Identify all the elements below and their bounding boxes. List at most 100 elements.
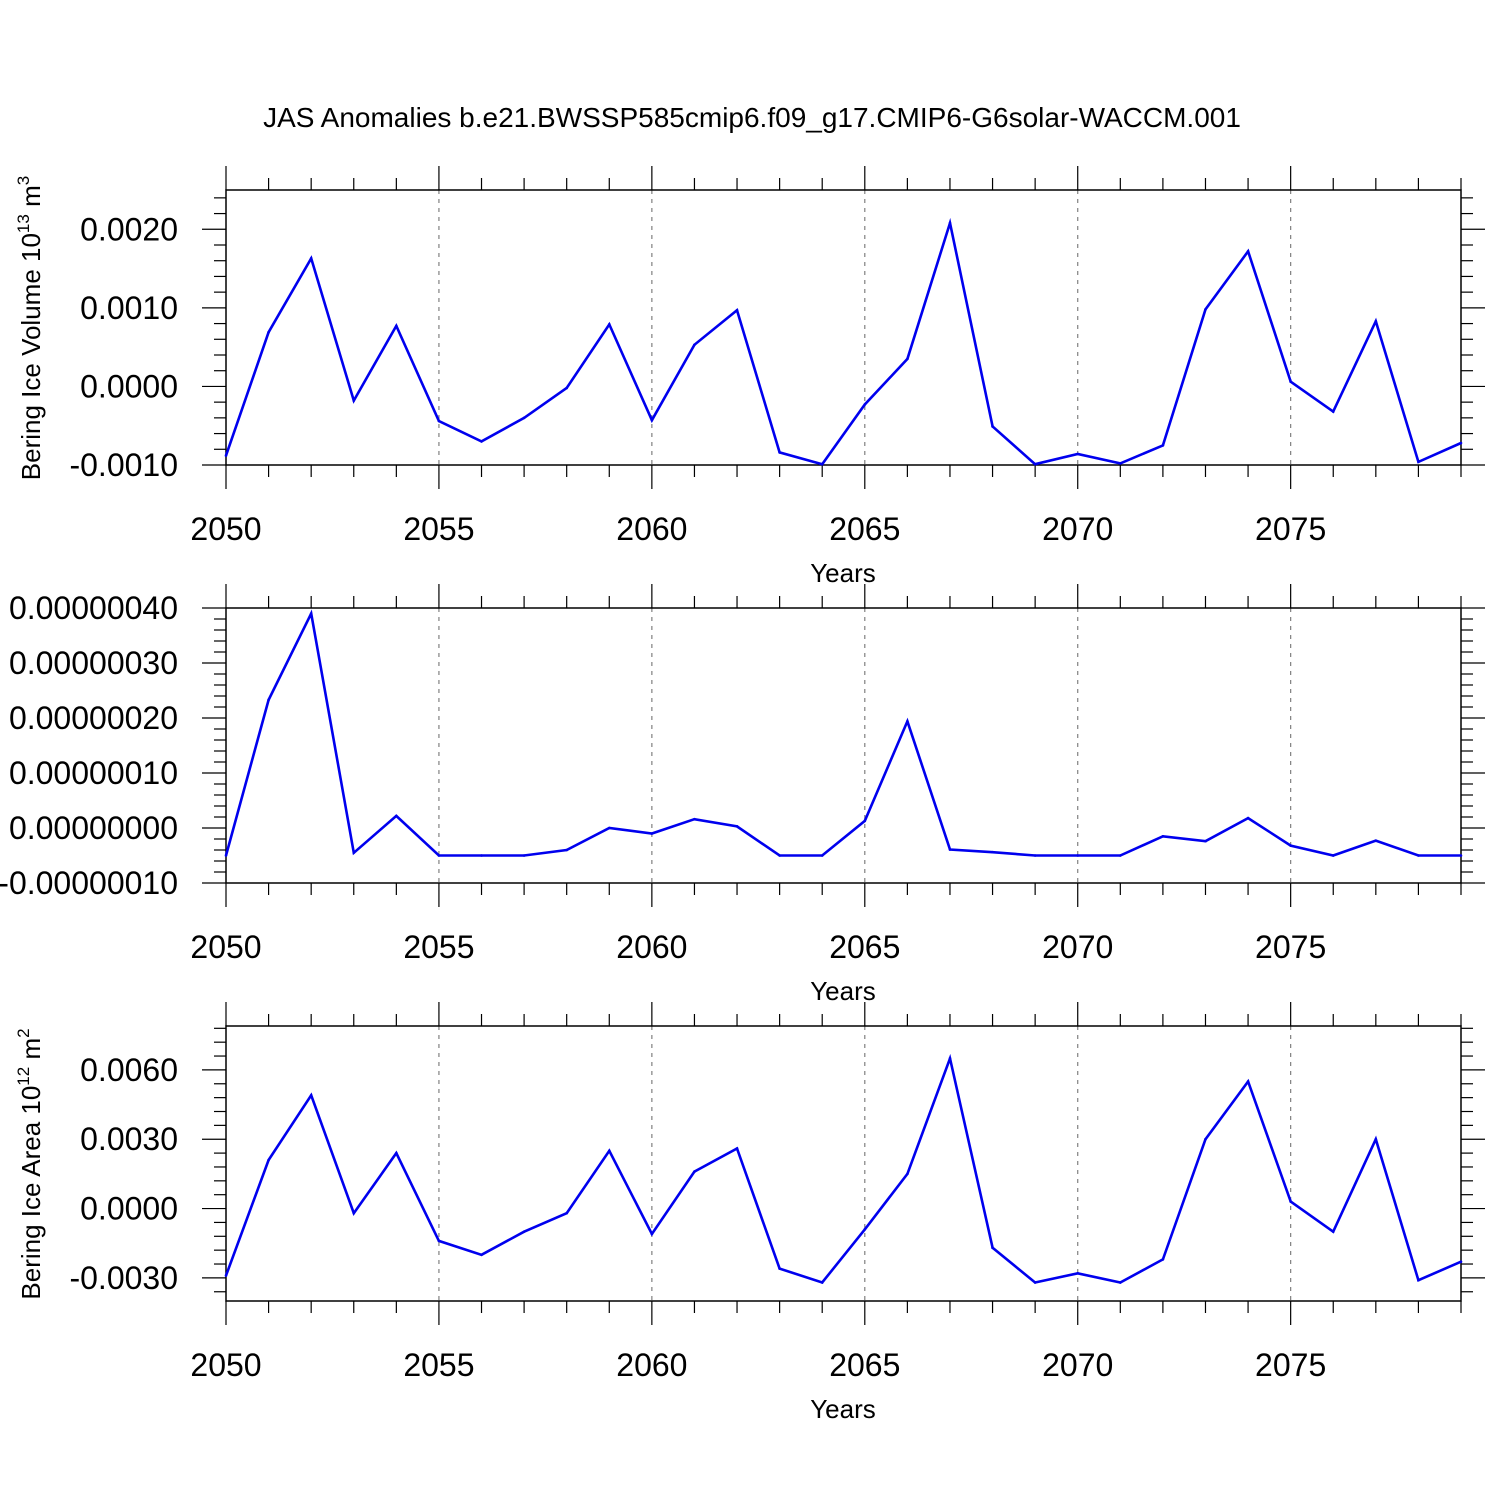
panel-3-data-point-2050: [224, 1274, 228, 1277]
panel-3-data-point-2068: [991, 1246, 994, 1250]
panel-1-frame: [225, 189, 1462, 466]
panel-3-data-point-2065: [863, 1228, 867, 1231]
panel-3-data-point-2073: [1204, 1137, 1207, 1141]
panel-1-data-point-2061: [693, 343, 696, 347]
panel-3-data-point-2060: [650, 1232, 654, 1236]
panel-2-data-point-2060: [650, 832, 654, 835]
panel-ice-volume-ylabel-text: Bering Ice Volume 10: [16, 233, 46, 480]
panel-2-data-point-2079: [1459, 854, 1463, 857]
panel-ice-area-ylabel-exponent: 12: [14, 1067, 33, 1086]
panel-ice-volume-ylabel-unit: m: [16, 185, 46, 207]
panel-ice-area-ylabel-unit: m: [16, 1038, 46, 1060]
panel-3-data-point-2077: [1374, 1137, 1378, 1141]
panel-3-data-point-2074: [1246, 1080, 1250, 1083]
panel-middle-axes: 2050 2055 2060 2065 2070 2075 -0.00000010 0.000…: [0, 584, 1485, 965]
panel-ice-volume-ylabel-space: [16, 207, 46, 214]
panel-1-data-point-2069: [1033, 462, 1037, 466]
panel-ice-volume-axes: 2050 2055 2060 2065 2070 2075 -0.0010 0.0000 0.0…: [69, 166, 1485, 547]
panel-1-data-point-2059: [607, 323, 611, 326]
panel-2-data-point-2051: [267, 698, 270, 702]
panel-2-ytick-label-0: -0.00000010: [0, 865, 178, 901]
panel-2-data-point-2064: [820, 854, 824, 857]
panel-3-data-point-2051: [267, 1158, 270, 1162]
panel-1-data-point-2056: [480, 440, 483, 443]
panel-1-data-point-2075: [1289, 380, 1292, 384]
panel-2-series-line-0: [224, 609, 1461, 857]
panel-1-data-point-2077: [1374, 319, 1378, 323]
panel-1-data-point-2062: [735, 308, 739, 312]
panel-2-data-point-2076: [1331, 854, 1335, 857]
panel-1-data-point-2068: [991, 425, 994, 428]
panel-2-data-point-2073: [1204, 839, 1207, 843]
panel-3-data-point-2076: [1331, 1230, 1335, 1233]
panel-3-data-point-2071: [1119, 1281, 1122, 1284]
panel-1-ytick-label-1: 0.0000: [80, 368, 178, 404]
panel-2-frame: [225, 607, 1462, 884]
panel-1-data-point-2074: [1246, 249, 1250, 253]
panel-3-series-line-0: [224, 1053, 1462, 1285]
panel-3-xtick-label-2055: 2055: [403, 1347, 474, 1383]
panel-middle: 2050 2055 2060 2065 2070 2075 -0.00000010 0.000…: [0, 584, 1485, 1006]
panel-1-ytick-label-0: -0.0010: [69, 447, 178, 483]
panel-ice-area-ylabel-unit-exponent: 2: [14, 1028, 33, 1037]
panel-1-xtick-label-2060: 2060: [616, 511, 687, 547]
panel-2-xtick-label-2050: 2050: [190, 929, 261, 965]
panel-ice-volume-ylabel: Bering Ice Volume 1013 m3: [14, 176, 46, 480]
panel-1-xtick-label-2050: 2050: [190, 511, 261, 547]
panel-3-data-point-2053: [352, 1211, 356, 1215]
panel-2-data-point-2050: [224, 854, 228, 857]
panel-2-data-point-2074: [1246, 816, 1250, 820]
panel-1-data-point-2064: [820, 462, 824, 466]
panel-2-xtick-label-2070: 2070: [1042, 929, 1113, 965]
panel-ice-area-ylabel-text: Bering Ice Area 10: [16, 1086, 46, 1300]
panel-2-data-point-2067: [948, 848, 952, 851]
panel-1-xtick-label-2075: 2075: [1255, 511, 1326, 547]
panel-2-data-point-2054: [395, 814, 398, 818]
panel-2-ytick-label-5: 0.00000040: [9, 590, 178, 626]
panel-ice-volume-ylabel-exponent: 13: [14, 214, 33, 233]
panel-ice-area: 2050 2055 2060 2065 2070 2075 -0.0030 0.0000 0.0…: [14, 1002, 1485, 1424]
panel-3-data-point-2063: [778, 1267, 781, 1270]
figure-title: JAS Anomalies b.e21.BWSSP585cmip6.f09_g1…: [263, 102, 1241, 133]
panel-3-data-point-2064: [820, 1281, 824, 1284]
panel-2-data-point-2072: [1161, 834, 1165, 838]
panel-1-data-point-2079: [1459, 441, 1463, 445]
panel-2-data-point-2053: [352, 851, 356, 855]
panel-3-frame: [225, 1025, 1462, 1302]
panel-2-data-point-2077: [1374, 839, 1378, 842]
panel-2-data-point-2069: [1033, 854, 1037, 857]
panel-2-xtick-label-2055: 2055: [403, 929, 474, 965]
panel-ice-volume-xlabel: Years: [810, 558, 876, 588]
panel-1-ytick-label-2: 0.0010: [80, 290, 178, 326]
panel-2-data-point-2052: [309, 612, 313, 615]
panel-2-data-point-2063: [778, 854, 781, 857]
panel-1-data-point-2066: [906, 357, 909, 361]
panel-1-data-point-2054: [395, 324, 398, 328]
panel-3-data-point-2054: [395, 1151, 398, 1155]
panel-2-data-point-2068: [991, 850, 994, 854]
panel-2-data-point-2078: [1417, 854, 1420, 857]
panel-2-ytick-label-3: 0.00000020: [9, 700, 178, 736]
panel-1-xtick-label-2065: 2065: [829, 511, 900, 547]
panel-1-data-point-2076: [1331, 410, 1335, 413]
panel-2-xtick-label-2065: 2065: [829, 929, 900, 965]
panel-3-data-point-2069: [1033, 1281, 1037, 1284]
panel-2-data-point-2071: [1119, 854, 1122, 857]
panel-3-ytick-label-0: -0.0030: [69, 1260, 178, 1296]
panel-1-data-point-2052: [309, 257, 313, 260]
panel-ice-volume: 2050 2055 2060 2065 2070 2075 -0.0010 0.0000 0.0…: [14, 166, 1485, 588]
panel-3-data-point-2055: [437, 1239, 441, 1243]
panel-2-ytick-label-1: 0.00000000: [9, 810, 178, 846]
panel-3-data-point-2072: [1161, 1258, 1165, 1261]
panel-2-ytick-label-2: 0.00000010: [9, 755, 178, 791]
panel-1-data-point-2063: [778, 451, 781, 454]
panel-3-xtick-label-2050: 2050: [190, 1347, 261, 1383]
panel-2-xtick-label-2075: 2075: [1255, 929, 1326, 965]
panel-3-data-point-2057: [522, 1230, 526, 1233]
panel-3-data-point-2067: [948, 1057, 952, 1060]
panel-1-data-point-2057: [522, 416, 526, 420]
panel-3-xtick-label-2060: 2060: [616, 1347, 687, 1383]
panel-3-data-point-2079: [1459, 1260, 1463, 1264]
panel-1-data-point-2071: [1119, 462, 1122, 465]
